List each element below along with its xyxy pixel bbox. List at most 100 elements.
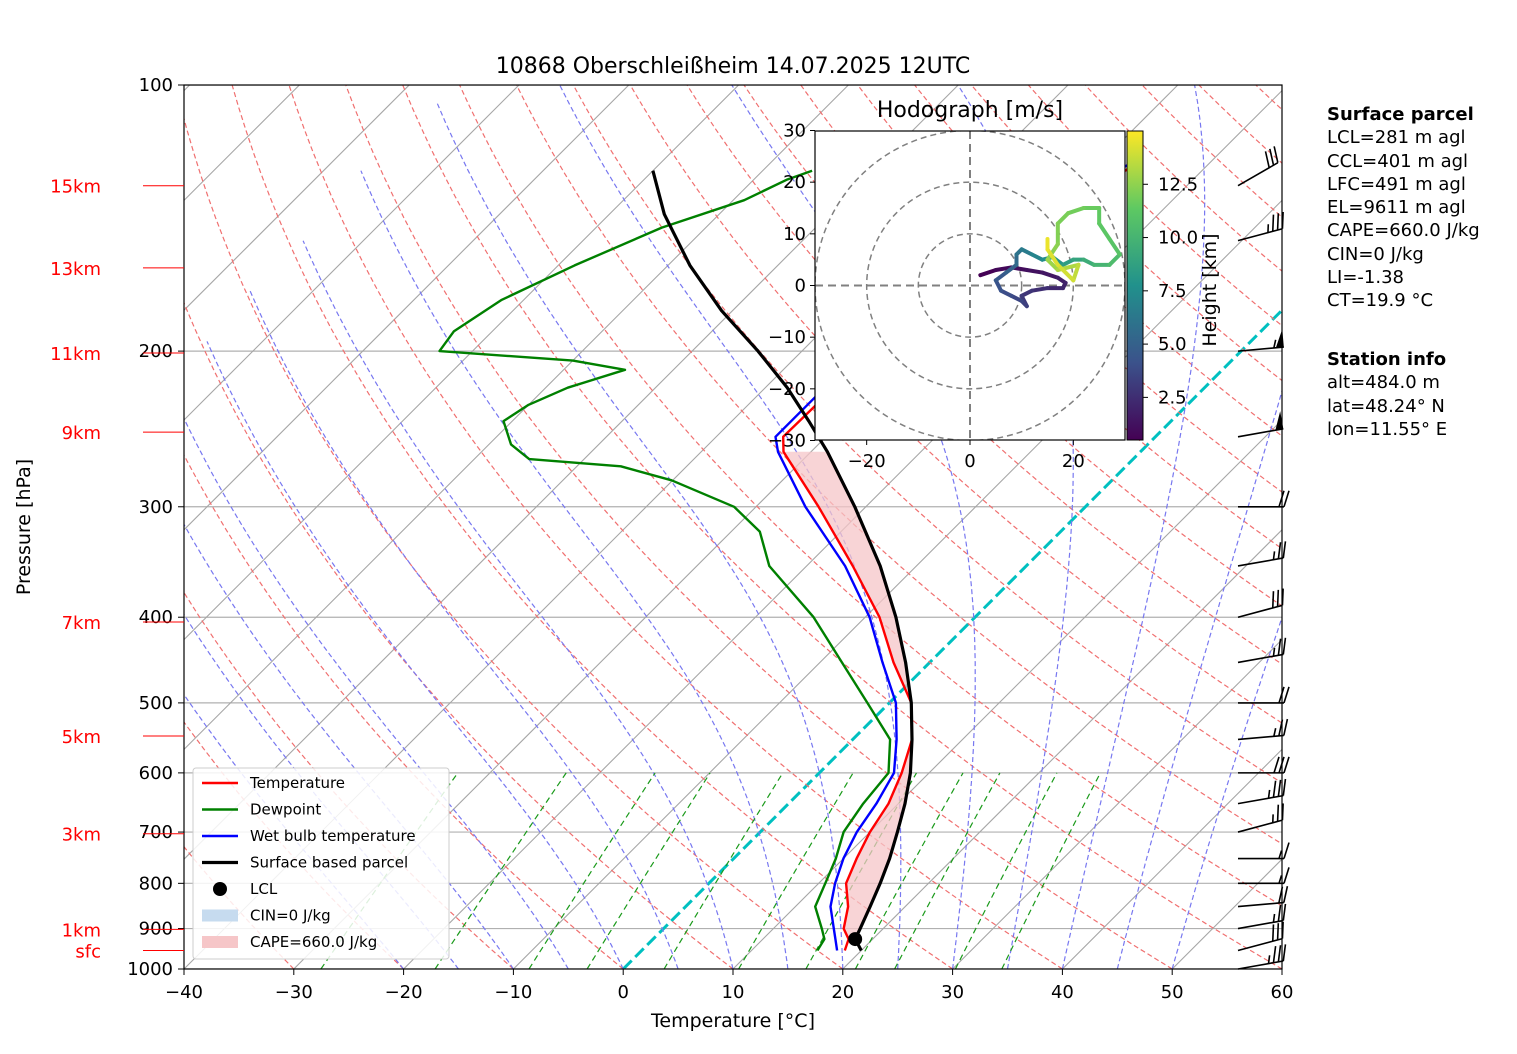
- wind-barb-full: [1282, 637, 1287, 655]
- wind-barb: [1237, 718, 1289, 741]
- hodograph-title: Hodograph [m/s]: [877, 98, 1063, 123]
- moist-adiabat: [1061, 85, 1206, 969]
- wind-barb-full: [1269, 148, 1275, 166]
- height-label: 11km: [50, 344, 101, 365]
- surface-parcel-heading: Surface parcel: [1327, 104, 1474, 125]
- wind-barb-full: [1282, 944, 1287, 962]
- hodograph-segment: [1066, 206, 1086, 216]
- wind-barb-full: [1273, 146, 1279, 163]
- wind-barb-full: [1276, 213, 1280, 231]
- isotherm-line: [184, 85, 410, 311]
- dry-adiabat: [184, 453, 624, 969]
- wind-barb-full: [1276, 804, 1280, 822]
- lcl-dot: [848, 932, 863, 947]
- isotherm-line: [184, 85, 520, 421]
- wind-barb-staff: [1237, 734, 1284, 741]
- y-tick-label: 100: [139, 75, 173, 96]
- moist-adiabat: [248, 288, 679, 969]
- wind-barb-full: [1277, 638, 1282, 656]
- height-label: 9km: [62, 423, 101, 444]
- mixing-ratio-line: [954, 772, 1058, 969]
- wind-barb-full: [1283, 886, 1289, 903]
- mixing-ratio-line: [528, 772, 656, 969]
- y-tick-label: 200: [139, 341, 173, 362]
- hodograph-segment: [1045, 247, 1060, 267]
- wind-barb-half: [1278, 875, 1283, 884]
- surface-parcel-line: CIN=0 J/kg: [1327, 243, 1424, 265]
- wind-barb: [1237, 411, 1284, 438]
- hodograph-y-tick-label: 10: [783, 224, 806, 245]
- wind-barb: [1237, 211, 1284, 242]
- wind-barb-full: [1283, 842, 1290, 859]
- station-info-panel: Station info alt=484.0 m lat=48.24° N lo…: [1327, 348, 1447, 441]
- dry-adiabat: [184, 301, 734, 969]
- hodograph-segment: [993, 270, 1009, 283]
- colorbar-tick-label: 12.5: [1158, 174, 1198, 195]
- axes: −40 −30 −20 −10 0 10 20 30 40 50 60100200300400500…: [127, 75, 1293, 1003]
- wind-barb-full: [1273, 756, 1280, 774]
- hodograph-segment: [1045, 242, 1060, 262]
- x-tick-label: 0: [617, 982, 628, 1003]
- isotherm-line: [842, 529, 1282, 969]
- wind-barb-half: [1267, 789, 1271, 799]
- y-tick-label: 400: [139, 607, 173, 628]
- wind-barb: [1238, 686, 1290, 704]
- surface-parcel-line: LI=-1.38: [1327, 267, 1404, 289]
- wind-barb: [1237, 588, 1284, 618]
- legend-label: Wet bulb temperature: [250, 827, 416, 845]
- legend-label: LCL: [250, 880, 278, 898]
- mixing-ratio-line: [434, 772, 567, 969]
- legend-label: CIN=0 J/kg: [250, 907, 331, 925]
- hodograph-segment: [1071, 262, 1081, 283]
- colorbar-tick-label: 5.0: [1158, 334, 1187, 355]
- wind-barb-staff: [1237, 794, 1284, 805]
- wind-barb-staff: [1237, 901, 1284, 908]
- isotherm-line: [184, 85, 739, 641]
- station-info-heading: Station info: [1327, 349, 1447, 370]
- wind-barb-full: [1277, 542, 1282, 559]
- isotherm-line: [952, 638, 1282, 969]
- dry-adiabat: [459, 85, 1282, 907]
- legend-label: Surface based parcel: [250, 854, 408, 872]
- dry-adiabat: [288, 85, 1063, 969]
- wind-barb-full: [1283, 718, 1289, 736]
- wind-barb: [1237, 541, 1287, 567]
- hodograph-segment: [1055, 211, 1071, 226]
- x-tick-label: 10: [722, 982, 745, 1003]
- wind-barb-staff: [1237, 346, 1284, 352]
- wind-barb-full: [1272, 780, 1277, 798]
- wind-barb: [1237, 637, 1287, 664]
- hodograph-segment: [978, 268, 998, 278]
- height-label: 15km: [50, 177, 101, 198]
- wind-barb-full: [1282, 903, 1287, 921]
- hodograph-x-tick-label: 20: [1062, 451, 1085, 472]
- x-tick-label: −40: [165, 982, 203, 1003]
- wind-barb-full: [1283, 867, 1290, 884]
- wind-barb: [1237, 146, 1279, 187]
- surface-parcel-line: CCL=401 m agl: [1327, 150, 1469, 172]
- wind-barb-staff: [1237, 819, 1283, 833]
- wind-barb-full: [1282, 778, 1287, 796]
- hodograph-y-tick-label: 30: [783, 121, 806, 142]
- hodograph-segment: [1097, 221, 1112, 241]
- wind-barb: [1237, 803, 1284, 833]
- hodograph-segment: [1107, 237, 1122, 257]
- hodograph-y-tick-label: 0: [795, 276, 806, 297]
- y-tick-label: 700: [139, 822, 173, 843]
- moist-adiabat: [559, 85, 902, 969]
- y-axis-label: Pressure [hPa]: [13, 459, 35, 595]
- x-tick-label: 50: [1161, 982, 1184, 1003]
- legend-label: Dewpoint: [250, 801, 321, 819]
- wind-barb-full: [1271, 924, 1275, 942]
- height-label: 3km: [62, 825, 101, 846]
- dry-adiabat: [184, 116, 844, 969]
- hodograph-y-tick-label: −10: [768, 327, 806, 348]
- wind-barb-full: [1282, 541, 1287, 559]
- colorbar-tick-label: 10.0: [1158, 228, 1198, 249]
- wind-barb-full: [1276, 589, 1280, 607]
- hodograph-ring: [917, 233, 1023, 338]
- dry-adiabat: [572, 85, 1282, 784]
- colorbar-tick-label: 7.5: [1158, 281, 1187, 302]
- wind-barb-staff: [1237, 227, 1283, 242]
